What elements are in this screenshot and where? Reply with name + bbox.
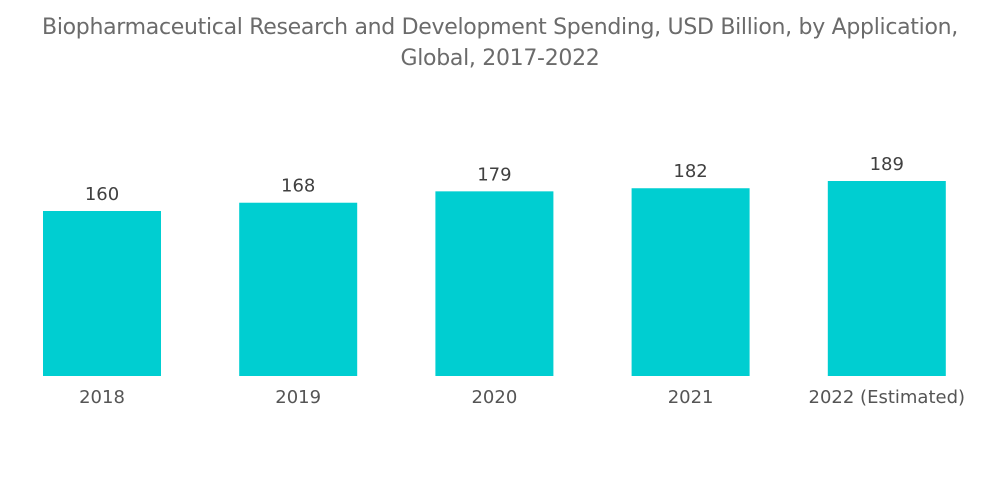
- data-label: 168: [281, 176, 315, 197]
- chart-title: Biopharmaceutical Research and Developme…: [0, 12, 1000, 74]
- bar-2018: [43, 211, 161, 376]
- data-label: 160: [85, 184, 119, 205]
- chart-title-line-1: Biopharmaceutical Research and Developme…: [42, 15, 958, 40]
- x-tick-label: 2019: [275, 387, 321, 408]
- bar-2020: [435, 191, 554, 376]
- x-tick-label: 2021: [668, 387, 714, 408]
- bar-2021: [631, 188, 750, 376]
- bar-2022: [827, 181, 946, 376]
- chart-title-line-2: Global, 2017-2022: [400, 46, 600, 71]
- bar-2019: [239, 202, 358, 376]
- x-tick-label: 2022 (Estimated): [809, 387, 966, 408]
- data-label: 179: [477, 164, 511, 185]
- data-label: 189: [870, 154, 904, 175]
- x-tick-label: 2018: [79, 387, 125, 408]
- x-tick-label: 2020: [471, 387, 517, 408]
- data-label: 182: [673, 161, 707, 182]
